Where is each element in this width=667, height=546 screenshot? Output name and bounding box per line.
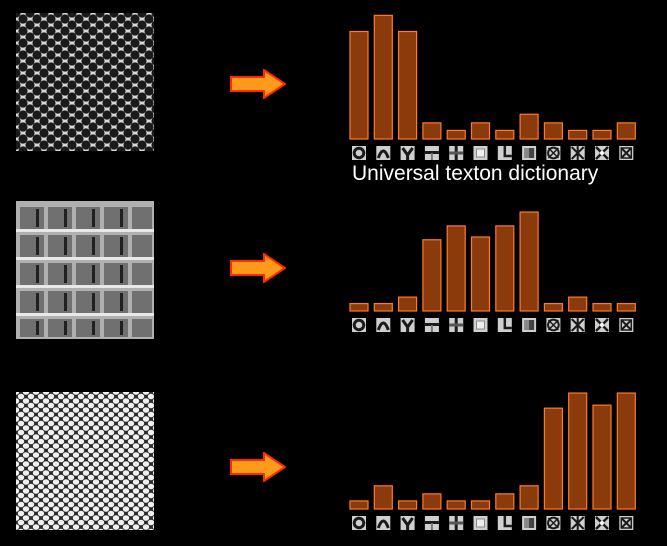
bar-7: [495, 129, 515, 140]
bar-2: [373, 485, 393, 510]
cross-icon: [449, 516, 464, 530]
bar-6: [470, 122, 491, 140]
bar-2: [373, 302, 393, 312]
bar-11: [592, 302, 612, 312]
star-icon: [546, 146, 561, 160]
chevron-icon: [400, 516, 415, 530]
chevron-icon: [400, 318, 415, 332]
bar-2: [373, 14, 393, 140]
ring-icon: [352, 318, 366, 332]
cross-star-icon: [570, 146, 585, 160]
square-dark-icon: [522, 318, 537, 332]
chevron-icon: [400, 146, 415, 160]
bar-11: [592, 129, 612, 140]
bar-7: [495, 493, 515, 510]
stripe-icon: [424, 146, 439, 160]
cross-star-icon: [570, 516, 585, 530]
bar-6: [470, 236, 491, 312]
texture-image-scales: [16, 392, 154, 530]
bar-4: [422, 493, 442, 510]
corner-icon: [497, 516, 512, 530]
bar-9: [543, 122, 563, 140]
cross-star-icon: [570, 318, 585, 332]
bar-9: [543, 407, 563, 510]
square-icon: [473, 146, 488, 160]
stripe-icon: [424, 318, 439, 332]
arrow-right-icon: [230, 69, 286, 99]
texton-histogram-2: [349, 211, 636, 332]
square-icon: [473, 318, 488, 332]
corner-icon: [497, 146, 512, 160]
bar-3: [397, 500, 418, 510]
texture-image-grid: [16, 201, 154, 339]
arrow-right-icon: [230, 452, 286, 482]
x-square-icon: [619, 516, 634, 530]
texton-histogram-1: [349, 14, 636, 160]
bar-10: [568, 129, 588, 140]
x-square-icon: [619, 146, 634, 160]
caption: Universal texton dictionary: [352, 162, 599, 185]
star-icon: [546, 318, 561, 332]
cross-icon: [449, 146, 464, 160]
bar-3: [397, 296, 418, 312]
arch-icon: [376, 318, 391, 332]
square-dark-icon: [522, 146, 537, 160]
square-icon: [473, 516, 488, 530]
texton-histogram-3: [349, 392, 636, 530]
corner-icon: [497, 318, 512, 332]
bar-8: [519, 485, 539, 510]
square-dark-icon: [522, 516, 537, 530]
star-icon: [546, 516, 561, 530]
bar-5: [446, 129, 466, 140]
bar-12: [616, 392, 636, 510]
bar-1: [349, 500, 369, 510]
bar-5: [446, 500, 466, 510]
bar-4: [422, 122, 442, 140]
arch-icon: [376, 146, 391, 160]
bar-10: [568, 392, 588, 510]
cross-icon: [449, 318, 464, 332]
bar-4: [422, 239, 442, 312]
texture-image-dots: [16, 13, 154, 151]
bar-8: [519, 211, 539, 312]
bar-12: [616, 122, 636, 140]
bar-6: [470, 500, 491, 510]
bar-3: [397, 30, 418, 140]
bar-7: [495, 225, 515, 312]
ring-icon: [352, 146, 366, 160]
x-star-icon: [595, 318, 609, 332]
bar-12: [616, 302, 636, 312]
x-star-icon: [595, 146, 609, 160]
arrow-right-icon: [230, 253, 286, 283]
x-star-icon: [595, 516, 609, 530]
bar-11: [592, 404, 612, 510]
arch-icon: [376, 516, 391, 530]
bar-10: [568, 296, 588, 312]
bar-1: [349, 30, 369, 140]
ring-icon: [352, 516, 366, 530]
x-square-icon: [619, 318, 634, 332]
stripe-icon: [424, 516, 439, 530]
bar-5: [446, 225, 466, 312]
bar-8: [519, 113, 539, 140]
bar-9: [543, 302, 563, 312]
bar-1: [349, 302, 369, 312]
